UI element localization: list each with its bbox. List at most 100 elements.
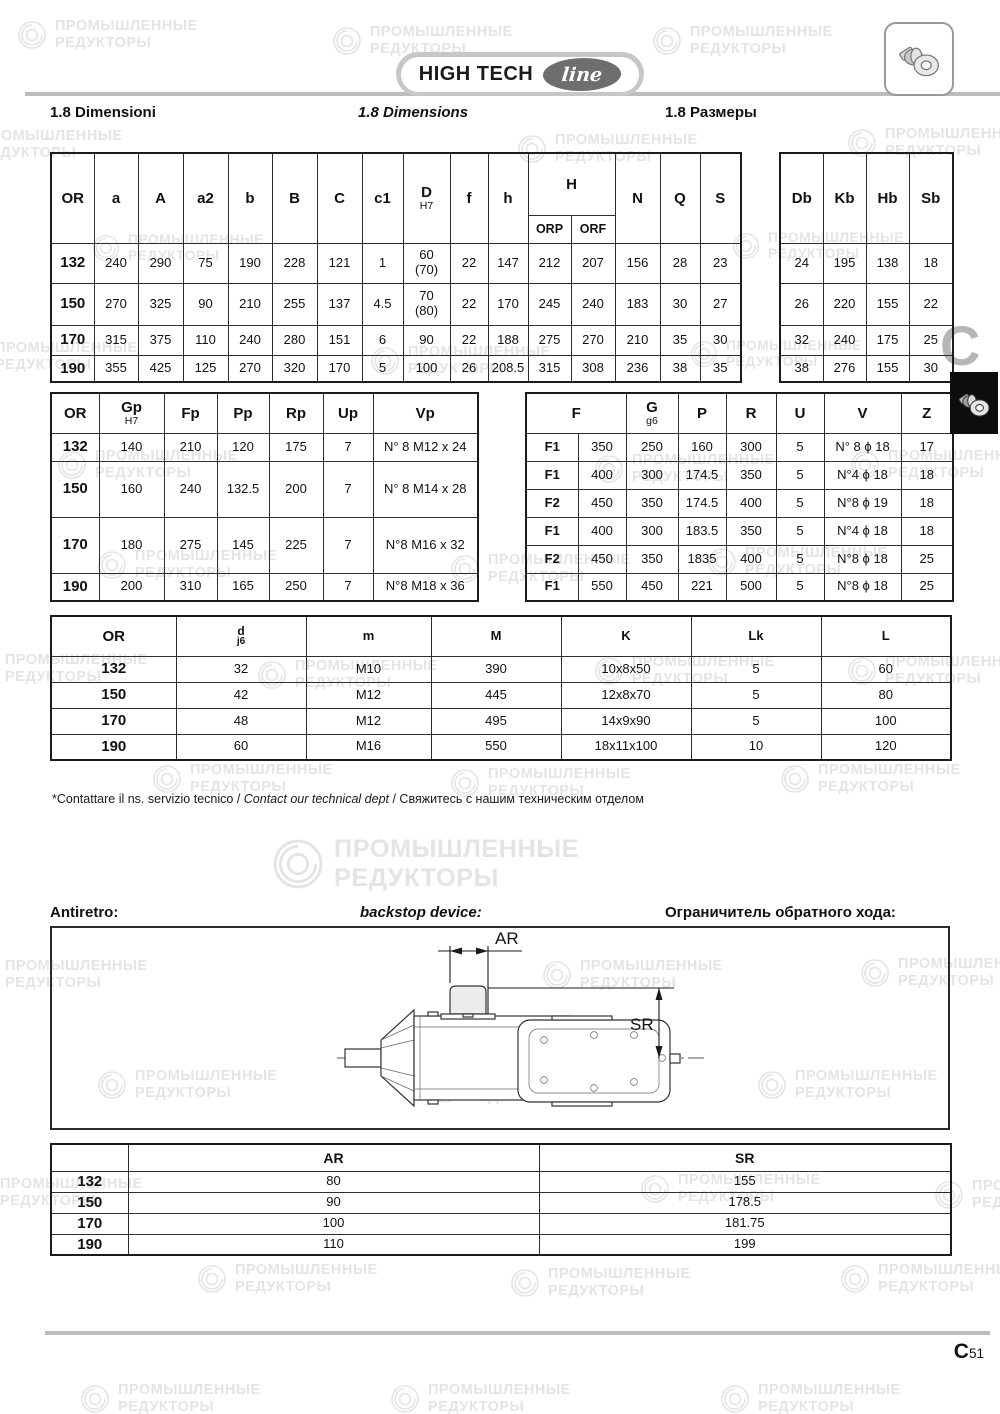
col-header: Sb <box>908 152 954 244</box>
size-label: 150 <box>50 681 177 709</box>
col-header: Up <box>322 392 374 434</box>
table-row: 132 240 290 75 190 228 121 1 60 (70) 22 147 212 207 15… <box>50 242 742 284</box>
table-cell: 7 <box>322 460 374 518</box>
ar-value: 110 <box>127 1233 540 1256</box>
page-number: C51 <box>954 1340 984 1364</box>
table-cell: 22 <box>449 242 489 284</box>
watermark-swirl-icon <box>511 1269 539 1297</box>
table-cell: 1 <box>361 242 404 284</box>
backstop-title-it: Antiretro: <box>50 904 119 921</box>
ar-value: 90 <box>127 1191 540 1214</box>
table-cell: 100 <box>402 354 451 383</box>
size-label: 132 <box>50 1170 129 1193</box>
col-header: Rp <box>268 392 324 434</box>
table-row: F1 400 300 183.5 350 5 N°4 ϕ 18 18 <box>525 516 954 546</box>
gearbox-icon <box>950 372 998 434</box>
table-cell: 5 <box>775 572 825 602</box>
table-cell: 200 <box>268 460 324 518</box>
table-cell: 120 <box>820 733 952 761</box>
table-row: 24 195 138 18 <box>779 242 954 284</box>
col-header: a2 <box>182 152 229 244</box>
table-cell: 70 (80) <box>402 282 451 326</box>
col-header: a <box>93 152 139 244</box>
size-label: 132 <box>50 432 100 462</box>
table-cell: 355 <box>93 354 139 383</box>
table-cell: 42 <box>175 681 307 709</box>
dimensions-table-1: OR a A a2 b B C c1 D H7 f h H N Q S <box>50 152 954 383</box>
table-cell: 5 <box>775 488 825 518</box>
section-title-it: 1.8 Dimensioni <box>50 104 156 121</box>
table-cell: 22 <box>449 282 489 326</box>
table-row: 150 270 325 90 210 255 137 4.5 70 (80) 22 170 245 240… <box>50 282 742 326</box>
table3: OR d j6 m M K Lk L 132 32 M10 390 10x8x50 5 60 1… <box>50 615 952 761</box>
size-label: 190 <box>50 354 95 383</box>
col-header: R <box>725 392 777 434</box>
table-cell: 132.5 <box>216 460 270 518</box>
table-cell: 236 <box>614 354 661 383</box>
table-cell: 75 <box>182 242 229 284</box>
table-cell: 450 <box>577 488 627 518</box>
table4: AR SR 132 80 155 150 90 178.5 170 100 181.75 190 1… <box>50 1143 952 1256</box>
footnote-en: Contact our technical dept <box>243 792 389 806</box>
flange-label: F1 <box>525 460 579 490</box>
line-script-badge: line <box>541 57 623 91</box>
table-cell: 400 <box>577 516 627 546</box>
table-row: 190 355 425 125 270 320 170 5 100 26 208.5 315 308 23… <box>50 354 742 383</box>
table-cell: 308 <box>570 354 616 383</box>
page-number-digits: 51 <box>968 1346 984 1361</box>
table-row: 38 276 155 30 <box>779 354 954 383</box>
table-cell: 137 <box>316 282 363 326</box>
table-cell: 30 <box>699 324 742 356</box>
col-header-sub: g6 <box>646 414 658 427</box>
table-row: 170 180 275 145 225 7 N°8 M16 x 32 <box>50 516 479 574</box>
table-row: 170 48 M12 495 14x9x90 5 100 <box>50 707 952 735</box>
size-label: 170 <box>50 707 177 735</box>
table-cell: 245 <box>527 282 572 326</box>
table-cell: 10x8x50 <box>560 655 692 683</box>
table-cell: 212 <box>527 242 572 284</box>
table-cell: 17 <box>900 432 954 462</box>
col-header: C <box>316 152 363 244</box>
col-header: Lk <box>690 615 822 657</box>
col-header-sub: H7 <box>419 199 434 212</box>
table-cell: 207 <box>570 242 616 284</box>
ar-dimension-label: AR <box>495 929 519 948</box>
table2-left: OR Gp H7 Fp Pp Rp Up Vp 132 140 210 120 175 7 N… <box>50 392 479 602</box>
table-cell: 170 <box>487 282 529 326</box>
col-header: A <box>137 152 184 244</box>
table-cell: 315 <box>93 324 139 356</box>
table-cell: N° 8 M12 x 24 <box>372 432 479 462</box>
col-header-main: G <box>646 398 658 416</box>
table-cell: 550 <box>577 572 627 602</box>
table-cell: 38 <box>659 354 701 383</box>
table-cell: 425 <box>137 354 184 383</box>
logo-text: HIGH TECH <box>418 62 534 85</box>
table-row: F1 550 450 221 500 5 N°8 ϕ 18 25 <box>525 572 954 602</box>
table-cell: 5 <box>775 544 825 574</box>
footnote-ru: Свяжитесь с нашим техническим отделом <box>399 792 644 806</box>
logo-inner: HIGH TECH line <box>401 56 639 92</box>
table-cell: 175 <box>865 324 910 356</box>
table-cell: 270 <box>570 324 616 356</box>
table-cell: 32 <box>175 655 307 683</box>
table-row: 132 32 M10 390 10x8x50 5 60 <box>50 655 952 683</box>
table-cell: 24 <box>779 242 824 284</box>
table-cell: 183 <box>614 282 661 326</box>
table1-right: Db Kb Hb Sb 24 195 138 18 26 220 155 22 32 240 175… <box>779 152 954 383</box>
table-cell: 228 <box>271 242 318 284</box>
table-cell: 156 <box>614 242 661 284</box>
col-header: L <box>820 615 952 657</box>
table-cell: 12x8x70 <box>560 681 692 709</box>
table-cell: 210 <box>227 282 273 326</box>
size-label: 170 <box>50 516 100 574</box>
flange-label: F2 <box>525 544 579 574</box>
